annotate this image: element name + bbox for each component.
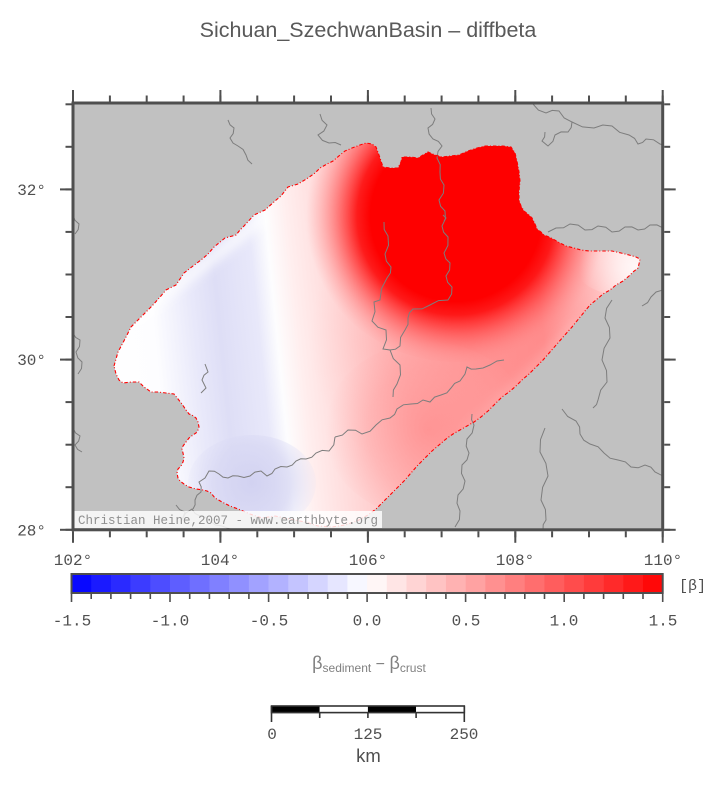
svg-text:106°: 106°: [349, 552, 387, 570]
svg-text:[β]: [β]: [679, 578, 706, 595]
svg-text:110°: 110°: [644, 552, 682, 570]
svg-text:250: 250: [450, 726, 479, 744]
svg-text:1.5: 1.5: [649, 613, 678, 631]
svg-text:0.0: 0.0: [353, 613, 382, 631]
svg-text:-0.5: -0.5: [250, 613, 288, 631]
svg-text:Sichuan_SzechwanBasin – diffbe: Sichuan_SzechwanBasin – diffbeta: [200, 18, 537, 42]
svg-text:0: 0: [267, 726, 277, 744]
svg-text:-1.0: -1.0: [151, 613, 189, 631]
svg-text:30°: 30°: [17, 352, 46, 370]
svg-text:102°: 102°: [54, 552, 92, 570]
svg-text:-1.5: -1.5: [53, 613, 91, 631]
svg-text:104°: 104°: [201, 552, 239, 570]
svg-text:Christian Heine,2007 - www.ear: Christian Heine,2007 - www.earthbyte.org: [78, 514, 378, 528]
svg-text:28°: 28°: [17, 522, 46, 540]
svg-text:125: 125: [354, 726, 383, 744]
svg-text:0.5: 0.5: [452, 613, 481, 631]
svg-text:βsediment − βcrust: βsediment − βcrust: [312, 653, 426, 675]
svg-text:1.0: 1.0: [550, 613, 579, 631]
svg-text:32°: 32°: [17, 182, 46, 200]
svg-text:108°: 108°: [496, 552, 534, 570]
svg-text:km: km: [356, 745, 381, 766]
